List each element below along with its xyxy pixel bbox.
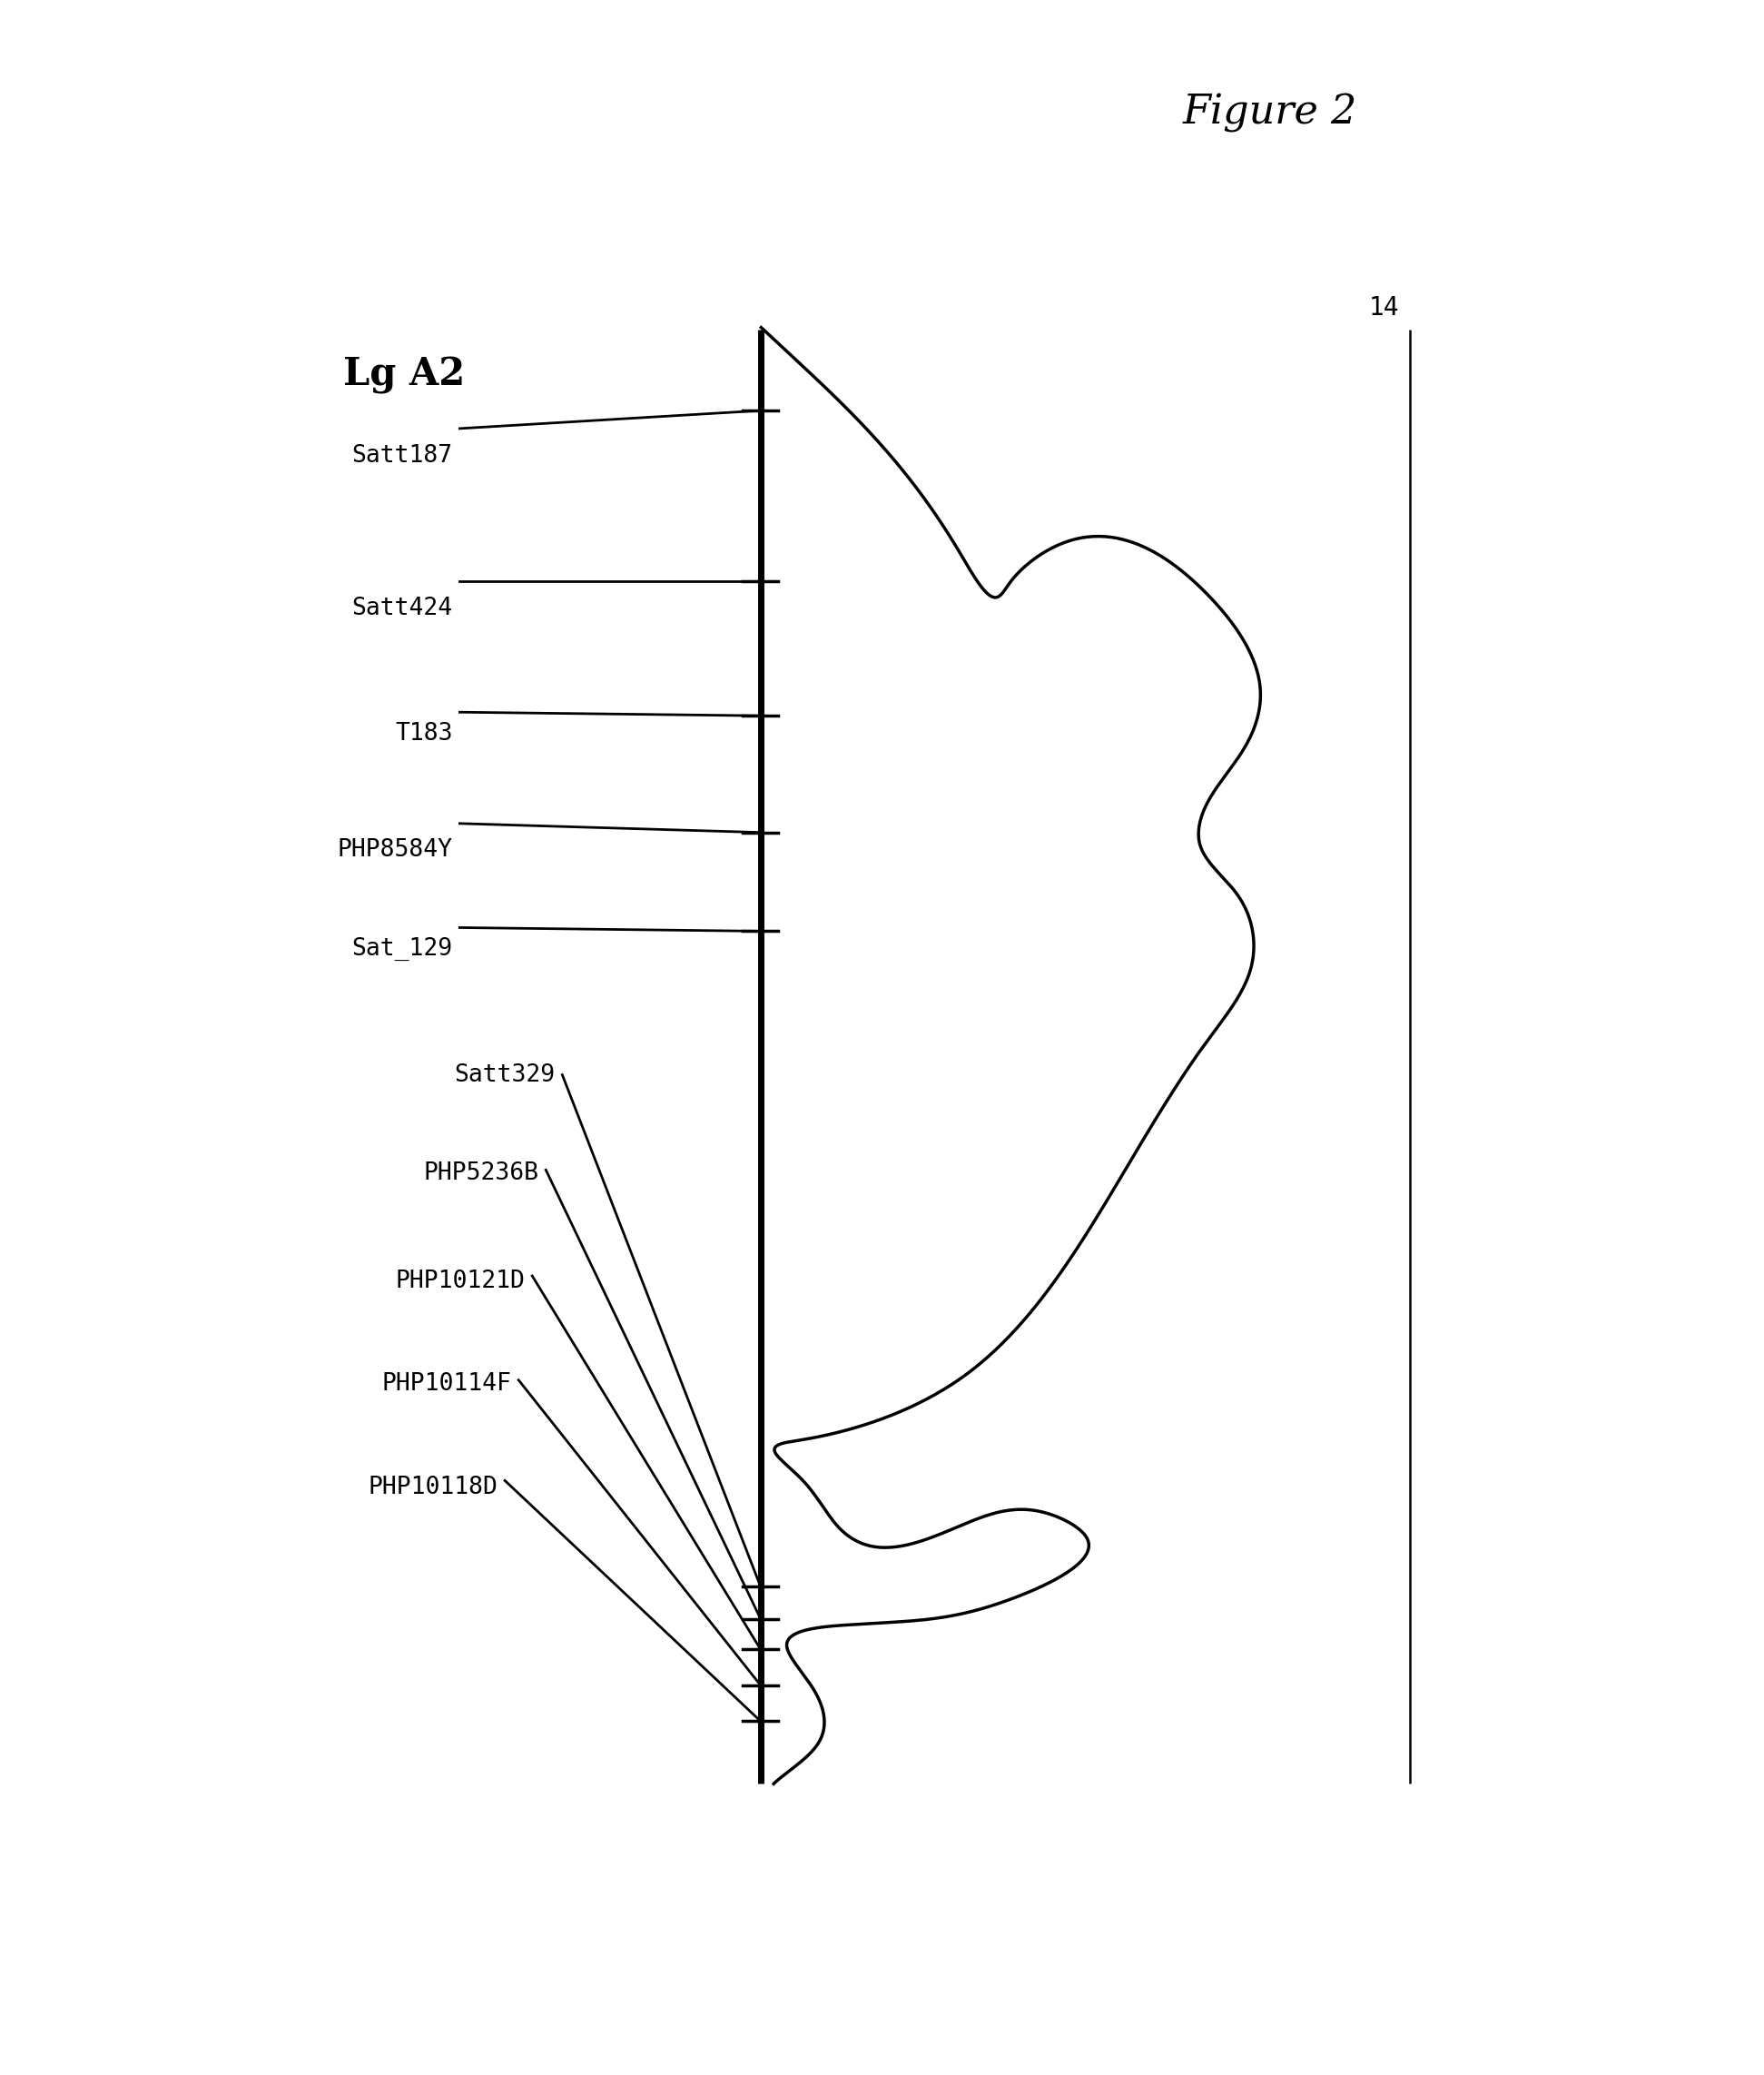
Text: PHP10114F: PHP10114F bbox=[383, 1372, 512, 1394]
Text: PHP5236B: PHP5236B bbox=[423, 1162, 540, 1185]
Text: T183: T183 bbox=[395, 722, 453, 745]
Text: Lg A2: Lg A2 bbox=[344, 355, 466, 394]
Text: PHP10118D: PHP10118D bbox=[369, 1475, 497, 1500]
Text: Figure 2: Figure 2 bbox=[1182, 93, 1358, 133]
Text: PHP10121D: PHP10121D bbox=[395, 1270, 526, 1293]
Text: Sat_129: Sat_129 bbox=[353, 938, 453, 961]
Text: Satt424: Satt424 bbox=[353, 596, 453, 620]
Text: Satt187: Satt187 bbox=[353, 444, 453, 467]
Text: PHP8584Y: PHP8584Y bbox=[337, 838, 453, 863]
Text: 14: 14 bbox=[1369, 295, 1399, 322]
Text: Satt329: Satt329 bbox=[455, 1062, 556, 1087]
